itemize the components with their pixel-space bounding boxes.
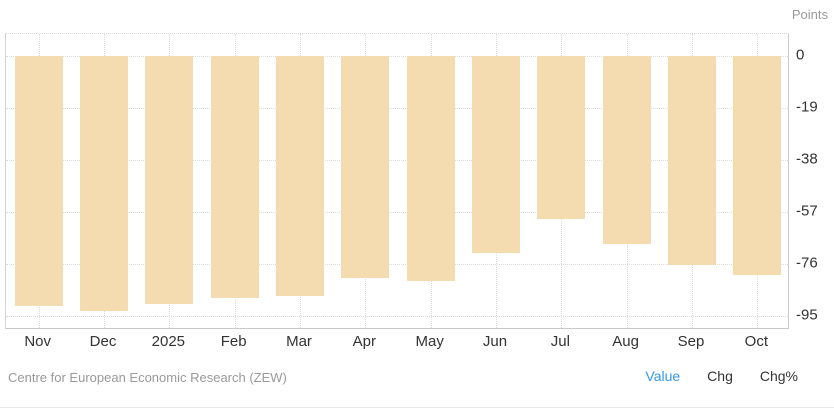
x-axis-tick-label: Mar xyxy=(286,333,312,350)
y-axis-tick-label: -76 xyxy=(796,254,818,272)
horizontal-gridline xyxy=(6,264,788,266)
y-axis-unit-label: Points xyxy=(791,7,828,22)
bar-Oct[interactable] xyxy=(733,55,782,276)
chart-footer: Centre for European Economic Research (Z… xyxy=(0,368,834,388)
tab-value[interactable]: Value xyxy=(645,368,681,384)
chart-mode-tabs: Value Chg Chg% xyxy=(645,368,798,384)
y-axis-tick-label: -38 xyxy=(796,150,818,168)
horizontal-gridline xyxy=(6,55,788,57)
source-attribution: Centre for European Economic Research (Z… xyxy=(8,370,287,385)
bar-Mar[interactable] xyxy=(276,55,324,296)
y-axis-tick-label: -95 xyxy=(796,306,818,324)
bar-Nov[interactable] xyxy=(14,55,63,307)
tab-chg-pct[interactable]: Chg% xyxy=(759,368,798,384)
bottom-divider xyxy=(0,407,834,408)
horizontal-gridline xyxy=(6,212,788,214)
y-axis-tick-label: -19 xyxy=(796,98,818,116)
bar-Apr[interactable] xyxy=(341,55,390,279)
bar-May[interactable] xyxy=(406,55,455,281)
horizontal-gridline xyxy=(6,160,788,162)
x-axis-tick-label: May xyxy=(415,333,444,350)
bar-Jun[interactable] xyxy=(472,55,520,254)
x-axis-tick-label: 2025 xyxy=(151,333,186,350)
plot-area xyxy=(5,33,789,329)
bar-Dec[interactable] xyxy=(80,55,128,312)
x-axis-tick-label: Dec xyxy=(89,333,117,350)
x-axis-tick-label: Aug xyxy=(612,333,640,350)
tab-chg[interactable]: Chg xyxy=(707,368,733,384)
bar-Jul[interactable] xyxy=(537,55,586,219)
x-axis-tick-label: Nov xyxy=(24,333,51,350)
horizontal-gridline xyxy=(6,316,788,318)
x-axis-tick-label: Apr xyxy=(352,333,376,350)
y-axis-tick-label: 0 xyxy=(796,46,805,64)
x-axis-tick-label: Sep xyxy=(677,333,705,350)
x-axis-tick-label: Jun xyxy=(482,333,508,350)
x-axis-tick-label: Oct xyxy=(744,333,768,350)
y-axis-tick-label: -57 xyxy=(796,202,818,220)
bar-Aug[interactable] xyxy=(602,55,651,244)
x-axis-tick-label: Jul xyxy=(550,333,570,350)
x-axis-tick-label: Feb xyxy=(220,333,247,350)
bar-2025[interactable] xyxy=(145,55,194,304)
bar-Feb[interactable] xyxy=(210,55,259,299)
bar-Sep[interactable] xyxy=(668,55,716,266)
horizontal-gridline xyxy=(6,108,788,109)
